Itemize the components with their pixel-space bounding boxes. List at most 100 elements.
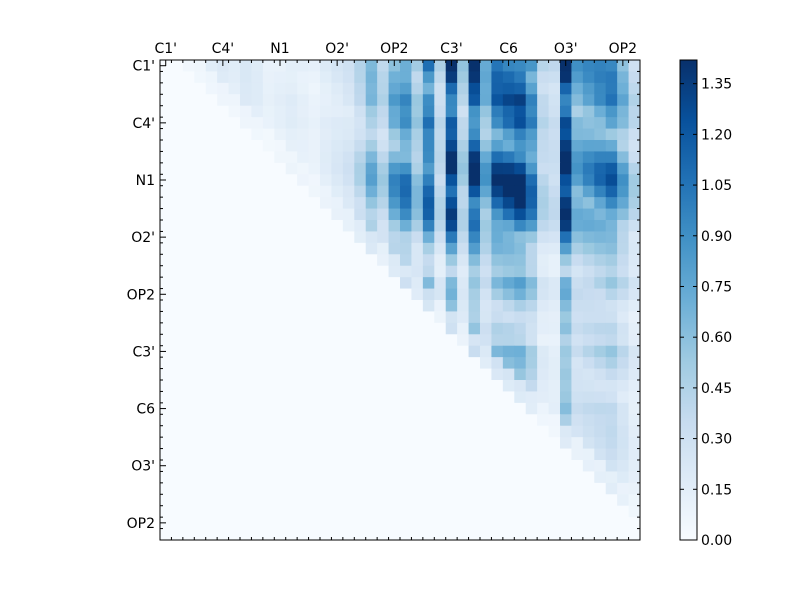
heatmap-cell (594, 128, 607, 141)
heatmap-cell (182, 231, 195, 244)
heatmap-cell (274, 505, 287, 518)
heatmap-cell (571, 494, 584, 507)
heatmap-cell (422, 174, 435, 187)
heatmap-cell (285, 254, 298, 267)
heatmap-cell (537, 460, 549, 472)
heatmap-cell (491, 94, 504, 107)
heatmap-cell (617, 517, 629, 529)
heatmap-cell (525, 117, 538, 129)
heatmap-cell (205, 425, 218, 438)
heatmap-cell (160, 414, 172, 427)
heatmap-cell (571, 414, 584, 427)
heatmap-cell (422, 94, 435, 107)
heatmap-cell (582, 254, 595, 267)
heatmap-cell (240, 174, 252, 187)
heatmap-cell (320, 528, 332, 541)
heatmap-cell (171, 140, 184, 152)
heatmap-cell (525, 60, 538, 72)
heatmap-cell (171, 105, 184, 118)
heatmap-cell (377, 517, 389, 529)
heatmap-cell (514, 448, 527, 461)
heatmap-cell (400, 380, 412, 392)
heatmap-cell (217, 448, 229, 461)
heatmap-cell (434, 151, 447, 164)
heatmap-cell (285, 528, 298, 541)
heatmap-cell (274, 197, 287, 209)
heatmap-cell (354, 482, 367, 495)
heatmap-cell (480, 254, 492, 267)
heatmap-cell (468, 402, 481, 415)
heatmap-cell (422, 368, 435, 381)
heatmap-cell (445, 402, 458, 415)
heatmap-cell (377, 94, 389, 107)
heatmap-cell (457, 197, 469, 209)
heatmap-cell (365, 162, 378, 175)
heatmap-cell (217, 414, 229, 427)
y-tick-label: C1' (132, 59, 155, 75)
heatmap-cell (491, 231, 504, 244)
heatmap-cell (308, 391, 321, 404)
heatmap-cell (354, 425, 367, 438)
heatmap-cell (262, 71, 275, 84)
heatmap-cell (377, 265, 389, 278)
heatmap-cell (491, 208, 504, 221)
heatmap-cell (228, 265, 241, 278)
heatmap-cell (468, 322, 481, 335)
heatmap-cell (377, 380, 389, 392)
heatmap-cell (537, 105, 549, 118)
heatmap-cell (205, 94, 218, 107)
heatmap-cell (160, 528, 172, 541)
heatmap-cell (617, 322, 629, 335)
heatmap-cell (571, 231, 584, 244)
heatmap-cell (400, 322, 412, 335)
heatmap-cell (560, 242, 572, 255)
heatmap-cell (491, 334, 504, 347)
heatmap-cell (617, 82, 629, 95)
heatmap-cell (571, 448, 584, 461)
heatmap-cell (525, 460, 538, 472)
heatmap-cell (342, 528, 355, 541)
heatmap-cell (457, 414, 469, 427)
heatmap-cell (571, 380, 584, 392)
heatmap-cell (320, 242, 332, 255)
heatmap-cell (308, 334, 321, 347)
heatmap-cell (308, 242, 321, 255)
heatmap-cell (205, 231, 218, 244)
heatmap-cell (240, 71, 252, 84)
heatmap-cell (240, 345, 252, 358)
heatmap-cell (217, 460, 229, 472)
heatmap-cell (537, 277, 549, 289)
heatmap-cell (571, 505, 584, 518)
heatmap-cell (160, 505, 172, 518)
heatmap-cell (480, 197, 492, 209)
heatmap-cell (377, 322, 389, 335)
heatmap-cell (537, 437, 549, 449)
heatmap-cell (628, 482, 641, 495)
heatmap-cell (434, 425, 447, 438)
heatmap-cell (354, 414, 367, 427)
heatmap-cell (285, 60, 298, 72)
heatmap-cell (297, 288, 309, 301)
heatmap-cell (457, 288, 469, 301)
heatmap-cell (240, 311, 252, 324)
heatmap-cell (342, 242, 355, 255)
heatmap-cell (594, 334, 607, 347)
heatmap-cell (502, 300, 515, 312)
heatmap-cell (320, 231, 332, 244)
heatmap-cell (251, 105, 264, 118)
heatmap-cell (525, 311, 538, 324)
heatmap-cell (171, 380, 184, 392)
heatmap-cell (251, 357, 264, 369)
heatmap-cell (308, 265, 321, 278)
heatmap-cell (400, 254, 412, 267)
heatmap-cell (434, 208, 447, 221)
heatmap-cell (297, 505, 309, 518)
colorbar-tick-label: 1.35 (701, 77, 732, 93)
heatmap-cell (365, 174, 378, 187)
heatmap-cell (571, 391, 584, 404)
heatmap-cell (228, 448, 241, 461)
heatmap-cell (617, 300, 629, 312)
heatmap-cell (377, 334, 389, 347)
heatmap-cell (422, 334, 435, 347)
heatmap-cell (514, 368, 527, 381)
